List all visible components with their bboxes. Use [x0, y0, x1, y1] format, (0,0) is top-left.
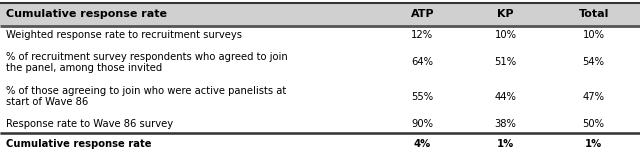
- Bar: [0, 133, 640, 155]
- Text: 12%: 12%: [412, 30, 433, 40]
- Text: Total: Total: [579, 9, 609, 19]
- Text: KP: KP: [497, 9, 514, 19]
- Text: Cumulative response rate: Cumulative response rate: [6, 9, 168, 19]
- Text: 51%: 51%: [495, 57, 516, 67]
- Text: ATP: ATP: [411, 9, 434, 19]
- Bar: [0, 3, 640, 26]
- Text: 44%: 44%: [495, 92, 516, 102]
- Bar: [0, 26, 640, 45]
- Text: Weighted response rate to recruitment surveys: Weighted response rate to recruitment su…: [6, 30, 243, 40]
- Text: 47%: 47%: [582, 92, 605, 102]
- Bar: [0, 45, 640, 79]
- Text: 38%: 38%: [495, 118, 516, 128]
- Text: 1%: 1%: [585, 139, 602, 149]
- Text: Cumulative response rate: Cumulative response rate: [6, 139, 152, 149]
- Text: % of those agreeing to join who were active panelists at
start of Wave 86: % of those agreeing to join who were act…: [6, 86, 287, 107]
- Text: 10%: 10%: [495, 30, 516, 40]
- Text: 50%: 50%: [582, 118, 605, 128]
- Bar: [0, 79, 640, 114]
- Text: 90%: 90%: [412, 118, 433, 128]
- Text: 54%: 54%: [582, 57, 605, 67]
- Text: 64%: 64%: [412, 57, 433, 67]
- Text: 10%: 10%: [582, 30, 605, 40]
- Text: Response rate to Wave 86 survey: Response rate to Wave 86 survey: [6, 118, 173, 128]
- Bar: [0, 114, 640, 133]
- Text: % of recruitment survey respondents who agreed to join
the panel, among those in: % of recruitment survey respondents who …: [6, 52, 288, 73]
- Text: 4%: 4%: [414, 139, 431, 149]
- Text: 1%: 1%: [497, 139, 514, 149]
- Text: 55%: 55%: [412, 92, 433, 102]
